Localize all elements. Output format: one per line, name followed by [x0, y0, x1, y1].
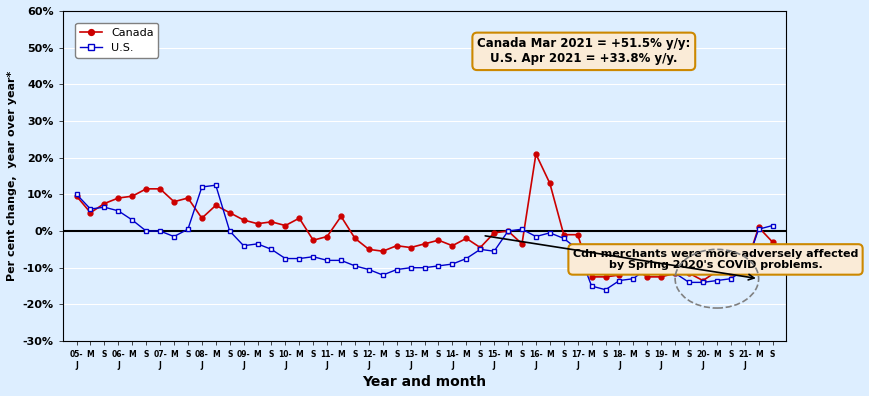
Canada: [544, 181, 554, 186]
U.S.: [753, 227, 763, 232]
Canada: [294, 216, 304, 221]
U.S.: [238, 243, 249, 248]
U.S.: [294, 256, 304, 261]
Canada: [753, 225, 763, 230]
Canada: [697, 278, 707, 283]
Canada: [586, 274, 596, 279]
Line: Canada: Canada: [74, 152, 774, 283]
U.S.: [586, 284, 596, 288]
Canada: [766, 240, 777, 244]
U.S.: [71, 192, 82, 197]
Legend: Canada, U.S.: Canada, U.S.: [76, 23, 158, 57]
U.S.: [544, 230, 554, 235]
Canada: [224, 210, 235, 215]
Text: Canada Mar 2021 = +51.5% y/y:
U.S. Apr 2021 = +33.8% y/y.: Canada Mar 2021 = +51.5% y/y: U.S. Apr 2…: [476, 37, 690, 65]
U.S.: [766, 223, 777, 228]
Canada: [530, 152, 541, 156]
U.S.: [308, 254, 318, 259]
X-axis label: Year and month: Year and month: [362, 375, 486, 389]
Text: Cdn merchants were more adversely affected
by Spring 2020's COVID problems.: Cdn merchants were more adversely affect…: [572, 249, 857, 270]
U.S.: [210, 183, 221, 188]
Canada: [280, 223, 290, 228]
Line: U.S.: U.S.: [74, 183, 774, 292]
Y-axis label: Per cent change,  year over year*: Per cent change, year over year*: [7, 71, 17, 281]
Canada: [71, 194, 82, 198]
U.S.: [600, 287, 610, 292]
